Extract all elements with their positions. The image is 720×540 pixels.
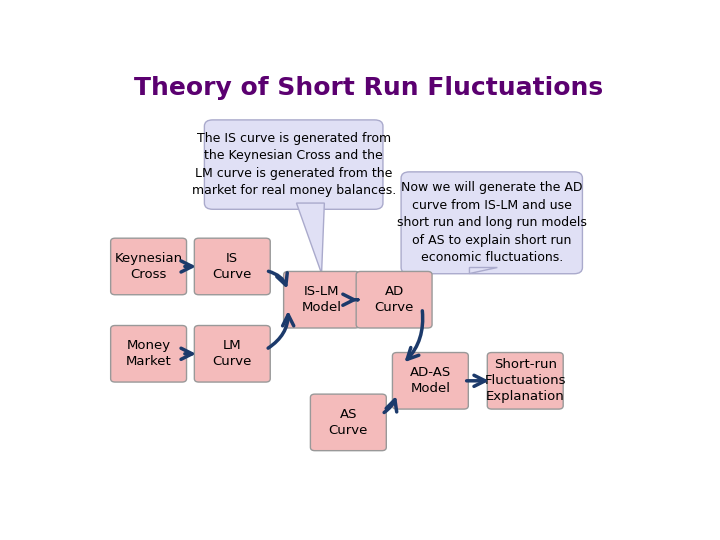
FancyBboxPatch shape (194, 238, 270, 295)
Text: AD
Curve: AD Curve (374, 285, 414, 314)
FancyBboxPatch shape (111, 326, 186, 382)
Text: The IS curve is generated from
the Keynesian Cross and the
LM curve is generated: The IS curve is generated from the Keyne… (192, 132, 396, 197)
Text: AD-AS
Model: AD-AS Model (410, 366, 451, 395)
Text: Keynesian
Cross: Keynesian Cross (114, 252, 183, 281)
Polygon shape (297, 203, 324, 274)
FancyBboxPatch shape (401, 172, 582, 274)
FancyBboxPatch shape (310, 394, 387, 451)
FancyBboxPatch shape (111, 238, 186, 295)
Text: Short-run
Fluctuations
Explanation: Short-run Fluctuations Explanation (485, 359, 566, 403)
Text: Theory of Short Run Fluctuations: Theory of Short Run Fluctuations (135, 76, 603, 100)
Text: Now we will generate the AD
curve from IS-LM and use
short run and long run mode: Now we will generate the AD curve from I… (397, 181, 587, 264)
Text: AS
Curve: AS Curve (328, 408, 368, 437)
FancyBboxPatch shape (284, 272, 359, 328)
FancyBboxPatch shape (392, 353, 468, 409)
Text: IS-LM
Model: IS-LM Model (302, 285, 341, 314)
FancyBboxPatch shape (487, 353, 563, 409)
FancyBboxPatch shape (356, 272, 432, 328)
FancyBboxPatch shape (204, 120, 383, 210)
FancyBboxPatch shape (194, 326, 270, 382)
Text: LM
Curve: LM Curve (212, 339, 252, 368)
Text: Money
Market: Money Market (126, 339, 171, 368)
Polygon shape (469, 267, 498, 274)
Text: IS
Curve: IS Curve (212, 252, 252, 281)
